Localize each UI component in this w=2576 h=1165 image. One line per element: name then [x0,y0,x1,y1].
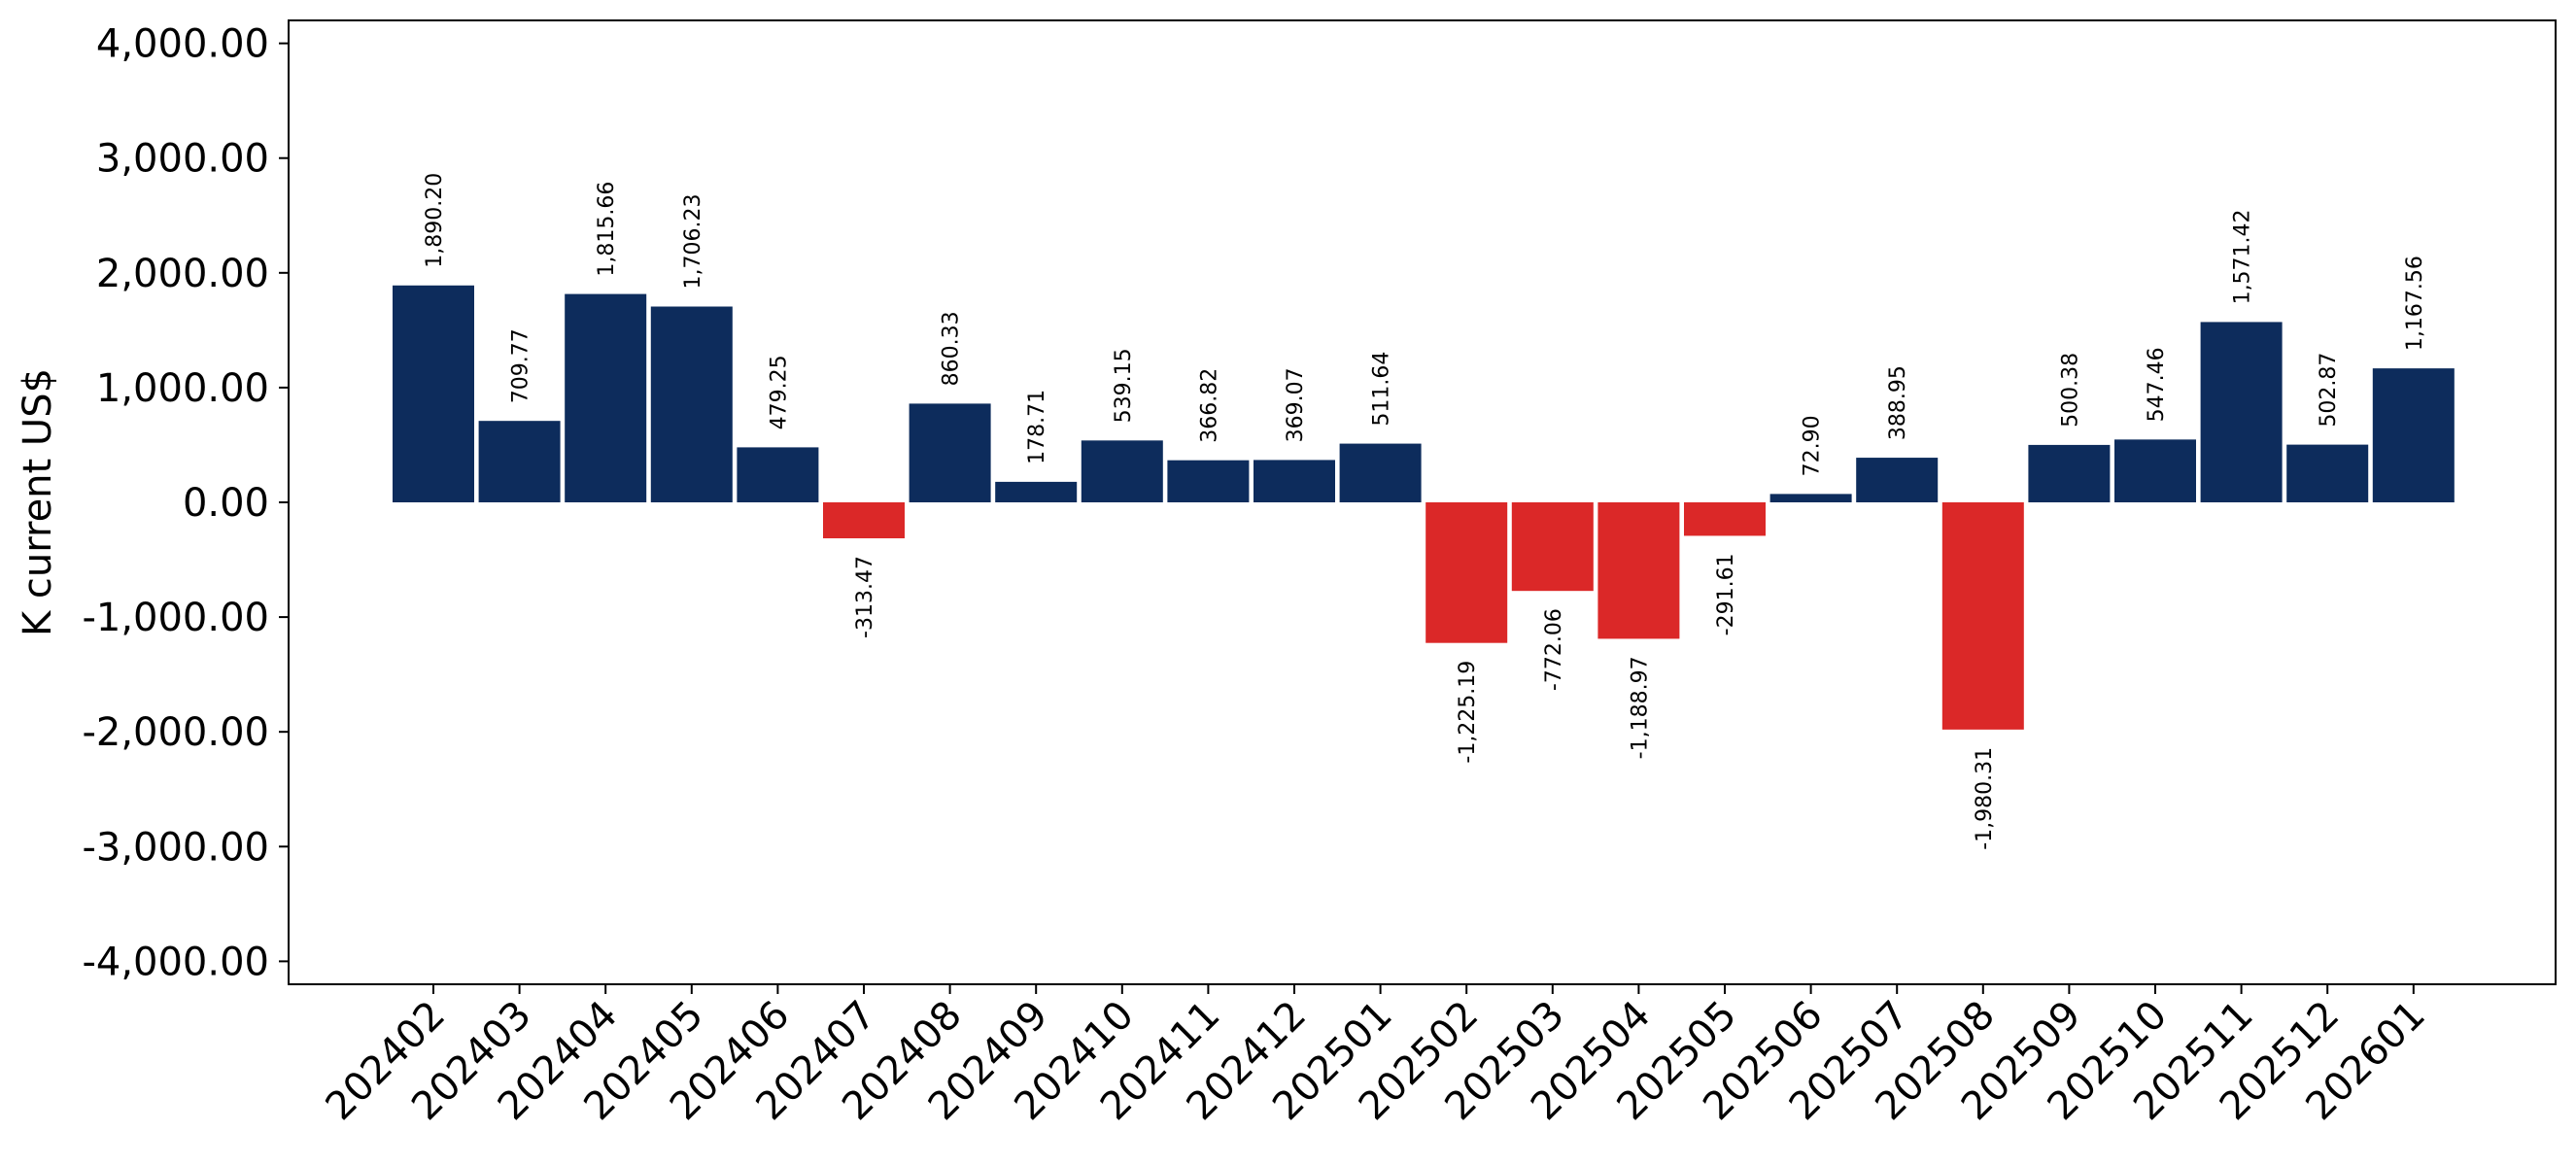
bar-value-label: 500.38 [2058,353,2082,428]
bar-202408 [909,403,991,502]
bar-202509 [2028,444,2111,502]
y-tick-label: 0.00 [183,481,269,526]
x-axis-ticks: 2024022024032024042024052024062024072024… [318,984,2434,1129]
bar-value-label: 547.46 [2145,347,2169,422]
bar-value-label: 72.90 [1801,415,1825,476]
bar-value-label: -1,188.97 [1628,656,1652,759]
y-tick-label: 4,000.00 [96,22,269,67]
bar-202510 [2114,439,2196,502]
bar-value-label: 369.07 [1284,367,1308,442]
y-axis-ticks: 4,000.00 3,000.00 2,000.00 1,000.00 0.00 -1,0… [82,22,289,984]
y-tick-label: -3,000.00 [82,825,269,870]
bar-202412 [1254,460,1335,502]
y-tick-label: -1,000.00 [82,596,269,640]
bar-value-label: 1,890.20 [423,173,447,268]
bar-value-label: 502.87 [2317,353,2341,428]
bar-202502 [1425,502,1508,643]
bar-202512 [2286,444,2369,502]
bar-value-label: -291.61 [1714,553,1738,635]
y-tick-label: -4,000.00 [82,940,269,984]
bar-202410 [1081,440,1163,502]
bar-202505 [1684,502,1766,536]
bar-202508 [1941,502,2024,730]
bar-202507 [1856,458,1939,502]
bar-value-label: 539.15 [1112,348,1136,423]
bar-value-label: 709.77 [509,328,533,403]
y-tick-label: 2,000.00 [96,252,269,296]
bar-202504 [1597,502,1680,639]
bar-202601 [2372,368,2455,502]
y-tick-label: -2,000.00 [82,710,269,755]
bar-202403 [478,421,561,502]
bar-202402 [393,285,474,502]
bar-202405 [650,306,733,502]
bar-202511 [2200,322,2283,502]
bar-value-labels: 1,890.20 709.77 1,815.66 1,706.23 479.25 -313… [423,173,2427,850]
bar-value-label: 366.82 [1197,368,1221,443]
bar-value-label: 511.64 [1370,352,1394,427]
bar-value-label: 178.71 [1025,390,1049,464]
bar-202503 [1511,502,1594,592]
bar-value-label: -1,980.31 [1973,747,1997,850]
bar-value-label: 479.25 [767,355,791,429]
bar-value-label: 1,706.23 [681,194,705,290]
bar-value-label: 860.33 [940,311,964,386]
bar-202407 [823,502,905,539]
bar-202506 [1769,494,1852,502]
bar-202501 [1339,443,1422,502]
bar-value-label: 1,815.66 [595,182,619,277]
bar-202406 [737,447,819,502]
y-axis-label: K current US$ [16,368,60,636]
bar-value-label: -1,225.19 [1456,661,1480,764]
bar-value-label: 1,571.42 [2231,209,2255,304]
bars [393,285,2455,730]
bar-202409 [995,481,1078,502]
bar-202404 [565,293,647,502]
bar-value-label: 1,167.56 [2403,256,2427,351]
bar-value-label: -772.06 [1542,608,1566,691]
bar-202411 [1167,460,1250,502]
bar-value-label: -313.47 [853,556,877,638]
bar-value-label: 388.95 [1886,365,1910,440]
y-tick-label: 1,000.00 [96,366,269,411]
y-tick-label: 3,000.00 [96,137,269,182]
